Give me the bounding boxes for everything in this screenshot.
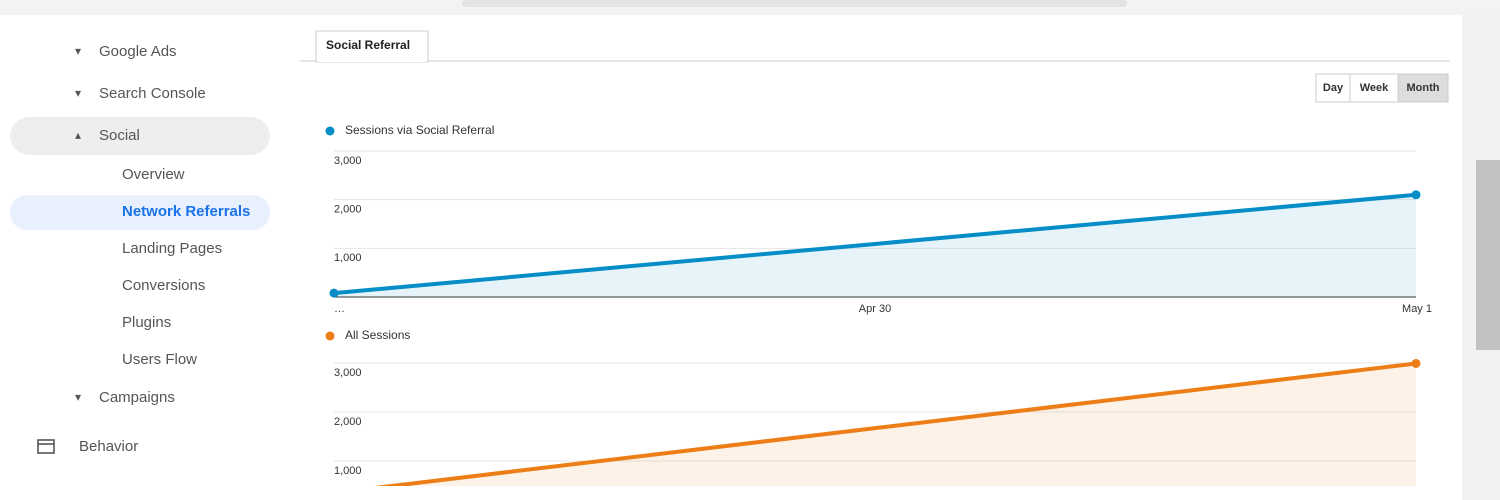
- chart: 1,000 2,000 3,000: [330, 358, 1421, 497]
- y-tick-label: 1,000: [334, 465, 362, 477]
- nav-toggle: ▾: [75, 390, 81, 404]
- point: [1411, 190, 1421, 200]
- range-button-label[interactable]: Day: [1323, 82, 1344, 94]
- line: [333, 192, 1417, 296]
- y-tick-label: 3,000: [334, 155, 362, 167]
- y-tick-label: 1,000: [334, 252, 362, 264]
- nav-item[interactable]: Users Flow: [122, 351, 197, 368]
- nav-item[interactable]: Google Ads: [99, 43, 177, 60]
- y-tick-label: 2,000: [334, 204, 362, 216]
- range-buttons: Day Week Month: [1315, 73, 1449, 103]
- point: [329, 288, 339, 298]
- search-box: [462, 0, 1127, 7]
- area: [391, 363, 1416, 486]
- y-tick-label: 2,000: [334, 416, 362, 428]
- chart: 1,000 2,000 3,000 … Apr 30 May 1: [329, 150, 1432, 315]
- sidebar: ▾ Google Ads ▾ Search Console ▴ Social Overvie…: [75, 43, 250, 455]
- nav-toggle: ▾: [75, 44, 81, 58]
- charts: 1,000 2,000 3,000 … Apr 30 May 1 Sessions via …: [325, 123, 1432, 497]
- nav-item[interactable]: Campaigns: [99, 389, 175, 406]
- line: [374, 361, 1417, 486]
- range-button-label[interactable]: Month: [1407, 82, 1440, 94]
- nav-toggle: ▴: [75, 128, 81, 142]
- x-tick-label: Apr 30: [859, 303, 891, 315]
- nav-toggle: ▾: [75, 86, 81, 100]
- nav-item[interactable]: Behavior: [79, 438, 138, 455]
- tab-label[interactable]: Social Referral: [326, 38, 410, 52]
- x-tick-label: May 1: [1402, 303, 1432, 315]
- point: [330, 488, 339, 497]
- range-button[interactable]: [1397, 73, 1449, 103]
- legend-label: All Sessions: [345, 328, 410, 342]
- nav-item[interactable]: Search Console: [99, 85, 206, 102]
- range-button-label[interactable]: Week: [1360, 82, 1389, 94]
- nav-item[interactable]: Conversions: [122, 277, 205, 294]
- scrollbar-thumb: [1476, 160, 1500, 350]
- legend-dot: [325, 331, 335, 341]
- nav-item[interactable]: Overview: [122, 166, 185, 183]
- range-button[interactable]: [1315, 73, 1351, 103]
- nav-item[interactable]: Plugins: [122, 314, 171, 331]
- legend-label: Sessions via Social Referral: [345, 123, 494, 137]
- nav-highlight: [10, 117, 270, 155]
- nav-item[interactable]: Landing Pages: [122, 240, 222, 257]
- legend-dot: [325, 126, 335, 136]
- x-tick-label: …: [334, 303, 345, 315]
- y-tick-label: 3,000: [334, 367, 362, 379]
- point: [1411, 358, 1421, 368]
- nav-item[interactable]: Network Referrals: [122, 203, 250, 220]
- nav-item[interactable]: Social: [99, 127, 140, 144]
- nav-selected: [10, 195, 270, 230]
- behavior-icon: [37, 439, 55, 454]
